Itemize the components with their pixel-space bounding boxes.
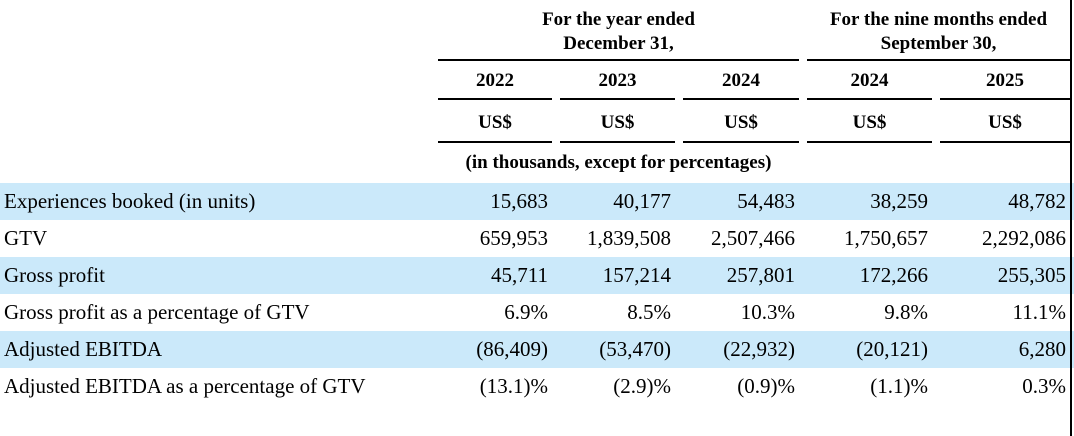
table-row: Experiences booked (in units) 15,683 40,… (0, 183, 1074, 220)
cell-value: (13.1)% (479, 374, 548, 398)
year-header: 2023 (560, 61, 675, 100)
header-spacer (0, 143, 430, 183)
cell-value: 6,280 (1018, 337, 1066, 361)
cell-value: (22,932) (723, 337, 795, 361)
cell-value: 11.1% (1012, 300, 1066, 324)
col-group-title-line1: For the year ended (542, 9, 695, 30)
cell-value: 659,953 (479, 226, 548, 250)
currency-header: US$ (940, 100, 1070, 143)
cell-value: 40,177 (613, 189, 671, 213)
cell-value: 54,483 (737, 189, 795, 213)
table-row: Gross profit as a percentage of GTV 6.9%… (0, 294, 1074, 331)
cell-value: 0.3% (1022, 374, 1066, 398)
cell-value: (86,409) (476, 337, 548, 361)
cell-value: 6.9% (504, 300, 548, 324)
year-header: 2024 (807, 61, 932, 100)
cell-value: 2,292,086 (982, 226, 1066, 250)
currency-header: US$ (683, 100, 799, 143)
cell-value: 48,782 (1008, 189, 1066, 213)
table-row: GTV 659,953 1,839,508 2,507,466 1,750,65… (0, 220, 1074, 257)
table-row: Gross profit 45,711 157,214 257,801 172,… (0, 257, 1074, 294)
row-label: Adjusted EBITDA (4, 337, 163, 361)
cell-value: 10.3% (740, 300, 795, 324)
year-header-row: 2022 2023 2024 2024 2025 (0, 61, 1070, 100)
col-group-title-line1: For the nine months ended (829, 9, 1048, 30)
cell-value: 1,750,657 (844, 226, 928, 250)
col-group-nine-months: For the nine months ended September 30, (807, 8, 1070, 61)
currency-header-row: US$ US$ US$ US$ US$ (0, 100, 1070, 143)
cell-value: (0.9)% (737, 374, 795, 398)
cell-value: 157,214 (602, 263, 671, 287)
header-spacer (0, 61, 430, 100)
cell-value: 1,839,508 (587, 226, 671, 250)
row-label: Gross profit as a percentage of GTV (4, 300, 310, 324)
col-group-title-line2: December 31, (563, 33, 674, 54)
currency-header: US$ (807, 100, 932, 143)
col-group-title-line2: September 30, (880, 33, 997, 54)
row-label: Gross profit (4, 263, 105, 287)
col-group-year-ended: For the year ended December 31, (438, 8, 799, 61)
cell-value: (53,470) (599, 337, 671, 361)
header-spacer (0, 8, 430, 61)
year-header: 2022 (438, 61, 552, 100)
units-note-row: (in thousands, except for percentages) (0, 143, 1070, 183)
cell-value: 38,259 (870, 189, 928, 213)
page-right-border (1070, 0, 1072, 436)
currency-header: US$ (438, 100, 552, 143)
row-label: Experiences booked (in units) (4, 189, 256, 213)
cell-value: (20,121) (856, 337, 928, 361)
table-row: Adjusted EBITDA (86,409) (53,470) (22,93… (0, 331, 1074, 368)
row-label: Adjusted EBITDA as a percentage of GTV (4, 374, 366, 398)
year-header: 2025 (940, 61, 1070, 100)
cell-value: (1.1)% (870, 374, 928, 398)
cell-value: 257,801 (726, 263, 795, 287)
currency-header: US$ (560, 100, 675, 143)
table-row: Adjusted EBITDA as a percentage of GTV (… (0, 368, 1074, 405)
header-spacer (0, 100, 430, 143)
cell-value: 45,711 (491, 263, 548, 287)
cell-value: (2.9)% (613, 374, 671, 398)
cell-value: 255,305 (997, 263, 1066, 287)
cell-value: 8.5% (627, 300, 671, 324)
cell-value: 15,683 (490, 189, 548, 213)
row-label: GTV (4, 226, 48, 250)
cell-value: 9.8% (884, 300, 928, 324)
table-header: For the year ended December 31, For the … (0, 0, 1070, 61)
year-header: 2024 (683, 61, 799, 100)
cell-value: 172,266 (859, 263, 928, 287)
units-note: (in thousands, except for percentages) (465, 152, 772, 173)
cell-value: 2,507,466 (711, 226, 795, 250)
